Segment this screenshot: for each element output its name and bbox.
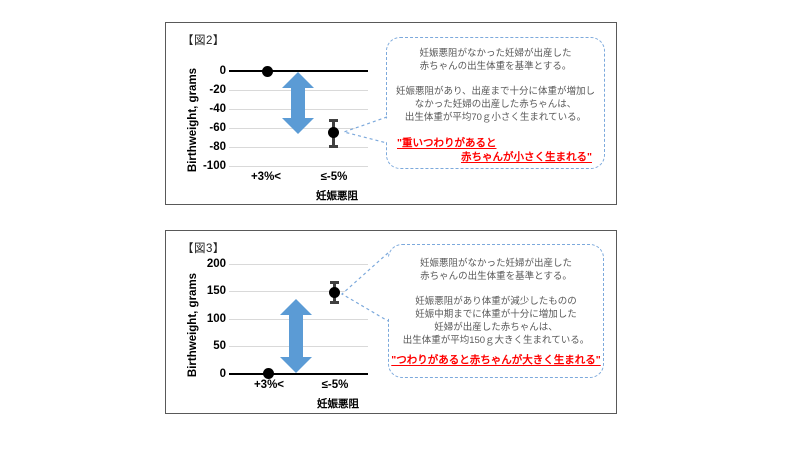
x-axis-title: 妊娠悪阻: [317, 398, 359, 410]
figure-3-caption: 【図3】: [182, 243, 225, 255]
arrow-head-up: [282, 72, 314, 88]
conclusion-text: "重いつわりがあると 赤ちゃんが小さく生まれる": [397, 136, 592, 164]
y-tick: -80: [209, 141, 226, 153]
callout-line: 妊娠悪阻がなかった妊婦が出産した: [419, 48, 572, 59]
data-point-hyperemesis: [328, 127, 339, 138]
callout-text: 妊娠悪阻がなかった妊婦が出産した 赤ちゃんの出生体重を基準とする。 妊娠悪阻があ…: [387, 38, 604, 124]
gridline: [229, 291, 368, 292]
callout-line: 妊娠悪阻があり体重が減少したものの: [415, 296, 577, 307]
gridline: [229, 166, 368, 167]
callout-tail: [341, 116, 391, 144]
error-bar-cap-bottom: [329, 145, 338, 148]
callout-line: 妊娠悪阻がなかった妊婦が出産した: [419, 258, 572, 269]
zero-axis-line: [229, 70, 368, 72]
arrow-shaft: [291, 87, 305, 119]
y-tick: -60: [209, 122, 226, 134]
y-tick: 150: [206, 285, 226, 297]
callout-line: なかった妊婦の出産した赤ちゃんは、: [414, 99, 577, 110]
y-tick: 200: [206, 258, 226, 270]
figure-3-panel: 【図3】 Birthweight, grams 200 150 100 50 0…: [165, 230, 617, 414]
x-axis-title: 妊娠悪阻: [316, 190, 358, 202]
callout-line: 妊娠悪阻があり、出産まで十分に体重が増加し: [395, 86, 596, 97]
x-tick: +3%<: [253, 379, 285, 391]
data-point-reference: [263, 368, 274, 379]
y-tick: -40: [209, 103, 226, 115]
figure-2-panel: 【図2】 Birthweight, grams 0 -20 -40 -60 -8…: [165, 22, 617, 205]
x-tick: ≤-5%: [321, 379, 349, 391]
arrow-head-down: [280, 357, 312, 373]
callout-line: 妊婦が出産した赤ちゃんは、: [434, 322, 558, 333]
callout-bubble: 妊娠悪阻がなかった妊婦が出産した 赤ちゃんの出生体重を基準とする。 妊娠悪阻があ…: [386, 37, 605, 169]
error-bar-cap-bottom: [330, 301, 339, 304]
data-point-hyperemesis: [329, 287, 340, 298]
y-tick: 0: [219, 368, 226, 380]
arrow-head-up: [280, 299, 312, 315]
arrow-head-down: [282, 118, 314, 134]
data-point-reference: [262, 66, 273, 77]
conclusion-line: "重いつわりがあると: [397, 137, 497, 149]
y-tick: 100: [206, 313, 226, 325]
y-tick: 0: [219, 65, 226, 77]
gridline: [229, 147, 368, 148]
conclusion-line: "つわりがあると赤ちゃんが大きく生まれる": [391, 354, 601, 366]
x-tick: ≤-5%: [320, 171, 348, 183]
x-tick: +3%<: [250, 171, 282, 183]
gridline: [229, 264, 368, 265]
conclusion-line: 赤ちゃんが小さく生まれる": [461, 151, 592, 163]
callout-text: 妊娠悪阻がなかった妊婦が出産した 赤ちゃんの出生体重を基準とする。 妊娠悪阻があ…: [389, 245, 603, 347]
callout-tail: [340, 252, 393, 322]
callout-line: 赤ちゃんの出生体重を基準とする。: [420, 271, 572, 282]
arrow-shaft: [289, 314, 303, 358]
callout-line: 妊娠中期までに体重が十分に増加した: [415, 309, 577, 320]
y-tick: -100: [202, 160, 226, 172]
callout-line: 出生体重が平均150ｇ大きく生まれている。: [402, 335, 590, 346]
zero-axis-line: [229, 373, 368, 375]
callout-line: 出生体重が平均70ｇ小さく生まれている。: [404, 112, 587, 123]
callout-bubble: 妊娠悪阻がなかった妊婦が出産した 赤ちゃんの出生体重を基準とする。 妊娠悪阻があ…: [388, 244, 604, 378]
figure-2-caption: 【図2】: [182, 35, 225, 47]
callout-line: 赤ちゃんの出生体重を基準とする。: [419, 61, 572, 72]
y-tick: 50: [213, 340, 226, 352]
conclusion-text: "つわりがあると赤ちゃんが大きく生まれる": [389, 353, 603, 367]
y-tick: -20: [209, 84, 226, 96]
